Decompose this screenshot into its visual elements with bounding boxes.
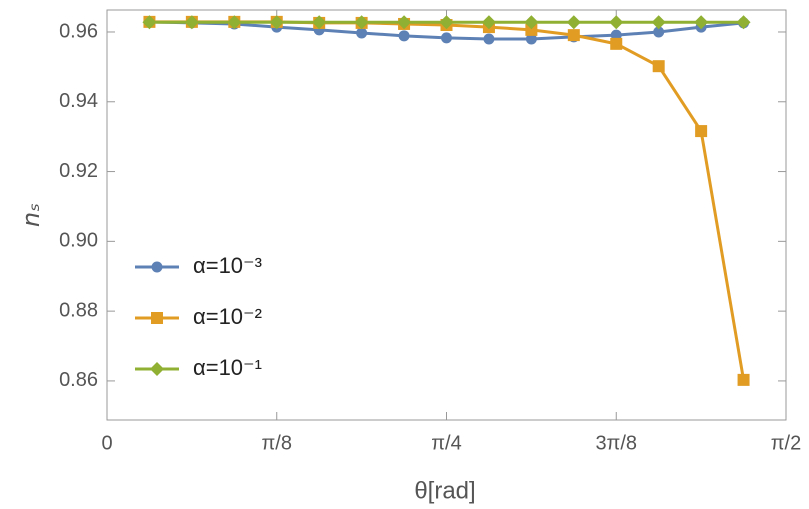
marker [653, 26, 665, 38]
marker [694, 15, 709, 30]
legend-label: α=10⁻² [193, 304, 262, 329]
marker [312, 15, 327, 30]
marker [142, 15, 157, 30]
marker [356, 27, 368, 39]
x-tick-label: π/8 [262, 432, 292, 454]
marker [610, 37, 623, 50]
marker [651, 15, 666, 30]
x-tick-label: π/4 [431, 432, 461, 454]
marker [150, 362, 164, 376]
marker [354, 15, 369, 30]
x-axis-label: θ[rad] [414, 477, 475, 504]
marker [481, 15, 496, 30]
x-tick-label: π/2 [771, 432, 801, 454]
x-tick-label: 3π/8 [595, 432, 637, 454]
y-tick-label: 0.92 [59, 160, 98, 182]
marker [695, 125, 708, 138]
marker [151, 312, 163, 324]
y-tick-label: 0.88 [59, 299, 98, 321]
marker [609, 15, 624, 30]
marker [398, 30, 410, 42]
legend-label: α=10⁻³ [193, 253, 262, 278]
marker [441, 32, 452, 44]
y-tick-label: 0.86 [59, 369, 98, 391]
marker [227, 15, 242, 30]
marker [736, 15, 751, 30]
marker [184, 15, 199, 30]
marker [652, 60, 665, 73]
marker [269, 15, 284, 30]
y-axis-label: nₛ [17, 203, 45, 227]
marker [525, 33, 537, 45]
marker [567, 29, 580, 42]
marker [151, 261, 163, 273]
marker [483, 33, 495, 45]
y-tick-label: 0.96 [59, 20, 98, 42]
marker [439, 15, 454, 30]
marker [397, 15, 412, 30]
marker [566, 15, 581, 30]
marker [524, 15, 539, 30]
y-tick-label: 0.90 [59, 230, 98, 252]
marker [737, 373, 750, 386]
marker [525, 23, 538, 36]
y-tick-label: 0.94 [59, 90, 98, 112]
x-tick-label: 0 [101, 432, 112, 454]
legend-label: α=10⁻¹ [193, 355, 262, 380]
